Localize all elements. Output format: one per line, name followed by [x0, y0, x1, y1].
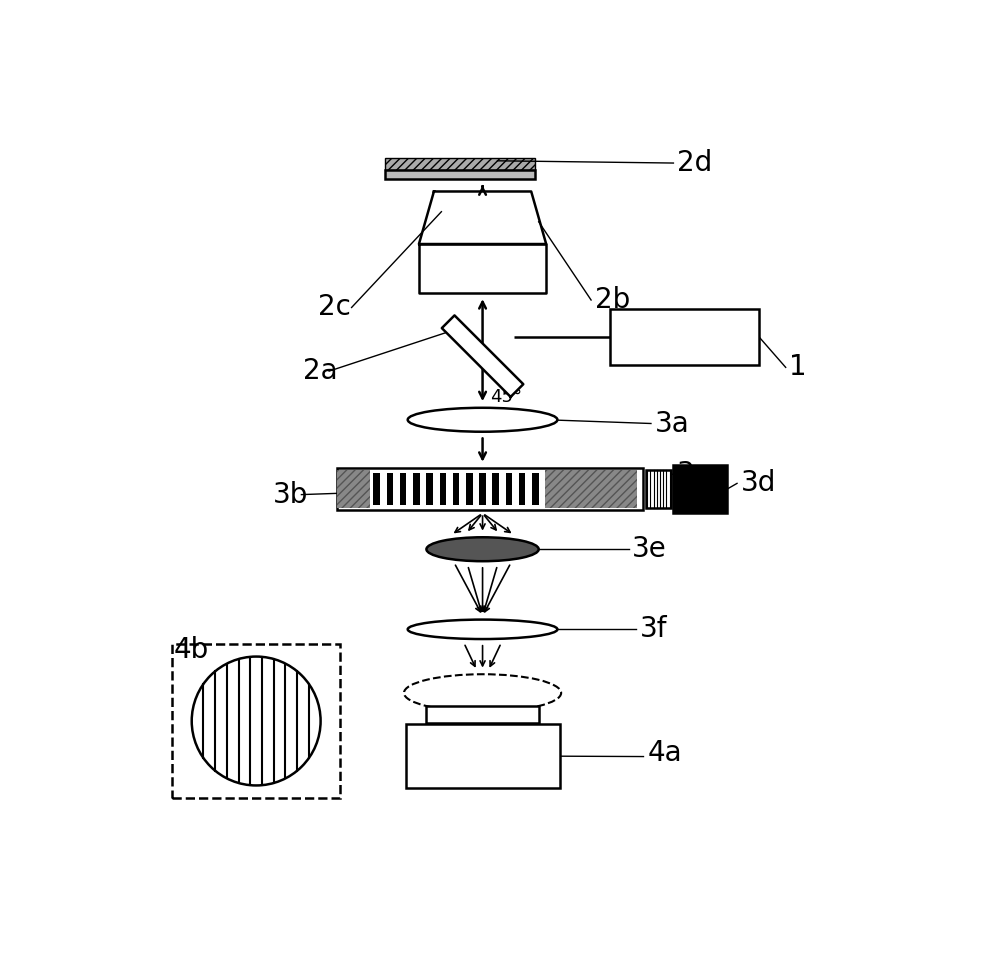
Bar: [413, 472, 420, 505]
Bar: [512, 472, 519, 505]
Bar: [446, 472, 453, 505]
Bar: [673, 465, 727, 513]
Bar: [380, 472, 387, 505]
Ellipse shape: [404, 675, 561, 712]
Bar: [492, 472, 499, 505]
Bar: [453, 472, 459, 505]
Polygon shape: [419, 244, 546, 293]
Bar: [426, 472, 433, 505]
Ellipse shape: [408, 619, 557, 639]
Bar: [406, 472, 413, 505]
Text: 3a: 3a: [655, 409, 689, 437]
Bar: [387, 472, 393, 505]
Bar: [499, 472, 506, 505]
Polygon shape: [442, 315, 523, 397]
Bar: [525, 472, 532, 505]
Bar: [519, 472, 525, 505]
Text: 1: 1: [789, 354, 807, 381]
Text: 2b: 2b: [595, 286, 630, 314]
Bar: [506, 472, 512, 505]
Text: 3f: 3f: [640, 615, 667, 643]
Text: 2c: 2c: [318, 294, 351, 322]
Bar: [172, 644, 340, 798]
Text: 2d: 2d: [677, 149, 712, 177]
Bar: [610, 309, 759, 365]
Bar: [459, 472, 466, 505]
Text: 4a: 4a: [647, 739, 682, 767]
Text: 3e: 3e: [632, 536, 667, 563]
Bar: [440, 472, 446, 505]
Bar: [433, 472, 440, 505]
Bar: [473, 472, 479, 505]
Bar: [385, 170, 535, 179]
Ellipse shape: [408, 408, 557, 432]
Bar: [400, 472, 406, 505]
Bar: [539, 472, 545, 505]
Bar: [337, 469, 643, 509]
Bar: [373, 472, 380, 505]
Circle shape: [192, 656, 321, 785]
Polygon shape: [419, 191, 546, 244]
Ellipse shape: [426, 538, 539, 561]
Bar: [393, 472, 400, 505]
Text: 3d: 3d: [741, 469, 776, 498]
Bar: [479, 472, 486, 505]
Text: 45°: 45°: [490, 388, 522, 406]
Text: 2a: 2a: [303, 357, 338, 385]
Bar: [486, 472, 492, 505]
Bar: [466, 472, 473, 505]
Bar: [406, 724, 560, 788]
Bar: [532, 472, 539, 505]
Bar: [385, 157, 535, 170]
Bar: [426, 707, 539, 723]
Text: 3c: 3c: [677, 461, 710, 488]
Text: 3b: 3b: [273, 480, 308, 508]
Bar: [646, 470, 671, 507]
Bar: [545, 470, 637, 507]
Text: 4b: 4b: [173, 636, 209, 664]
Bar: [420, 472, 426, 505]
Bar: [337, 470, 370, 507]
